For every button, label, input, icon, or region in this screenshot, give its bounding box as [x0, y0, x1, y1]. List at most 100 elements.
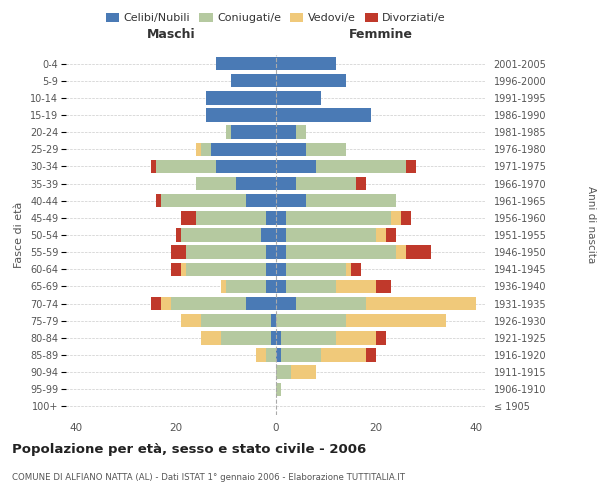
Bar [171, 262, 181, 276]
Bar [276, 348, 281, 362]
Bar [366, 348, 376, 362]
Bar [306, 194, 396, 207]
Bar [276, 382, 281, 396]
Bar [181, 211, 196, 224]
Bar [181, 314, 201, 328]
Bar [201, 142, 211, 156]
Text: COMUNE DI ALFIANO NATTA (AL) - Dati ISTAT 1° gennaio 2006 - Elaborazione TUTTITA: COMUNE DI ALFIANO NATTA (AL) - Dati ISTA… [12, 472, 405, 482]
Bar [271, 331, 276, 344]
Bar [216, 57, 276, 70]
Text: Popolazione per età, sesso e stato civile - 2006: Popolazione per età, sesso e stato civil… [12, 442, 366, 456]
Bar [286, 228, 376, 241]
Bar [266, 280, 276, 293]
Bar [276, 366, 291, 379]
Bar [376, 331, 386, 344]
Bar [376, 280, 391, 293]
Bar [286, 262, 346, 276]
Bar [276, 108, 371, 122]
Bar [281, 348, 321, 362]
Bar [276, 246, 286, 259]
Bar [196, 142, 201, 156]
Bar [266, 211, 276, 224]
Bar [286, 211, 391, 224]
Bar [296, 297, 366, 310]
Bar [276, 331, 281, 344]
Bar [246, 194, 276, 207]
Bar [201, 314, 271, 328]
Legend: Celibi/Nubili, Coniugati/e, Vedovi/e, Divorziati/e: Celibi/Nubili, Coniugati/e, Vedovi/e, Di… [101, 8, 451, 28]
Bar [351, 262, 361, 276]
Bar [336, 331, 376, 344]
Bar [346, 262, 351, 276]
Bar [201, 331, 221, 344]
Text: Anni di nascita: Anni di nascita [586, 186, 596, 264]
Bar [336, 280, 376, 293]
Y-axis label: Fasce di età: Fasce di età [14, 202, 25, 268]
Bar [221, 280, 226, 293]
Bar [266, 348, 276, 362]
Bar [296, 177, 356, 190]
Bar [186, 246, 266, 259]
Bar [276, 262, 286, 276]
Bar [171, 297, 246, 310]
Bar [276, 194, 306, 207]
Bar [366, 297, 476, 310]
Bar [266, 262, 276, 276]
Bar [216, 160, 276, 173]
Bar [406, 160, 416, 173]
Bar [246, 297, 276, 310]
Bar [276, 280, 286, 293]
Bar [396, 246, 406, 259]
Bar [291, 366, 316, 379]
Bar [156, 194, 161, 207]
Bar [206, 91, 276, 104]
Bar [186, 262, 266, 276]
Bar [156, 160, 216, 173]
Bar [356, 177, 366, 190]
Bar [276, 177, 296, 190]
Bar [306, 142, 346, 156]
Bar [321, 348, 366, 362]
Bar [151, 297, 161, 310]
Bar [196, 177, 236, 190]
Bar [171, 246, 186, 259]
Bar [286, 280, 336, 293]
Bar [276, 314, 346, 328]
Bar [391, 211, 401, 224]
Bar [276, 74, 346, 88]
Bar [206, 108, 276, 122]
Bar [226, 280, 266, 293]
Bar [276, 228, 286, 241]
Bar [376, 228, 386, 241]
Bar [346, 314, 446, 328]
Bar [401, 211, 411, 224]
Bar [231, 74, 276, 88]
Bar [276, 160, 316, 173]
Bar [276, 91, 321, 104]
Bar [161, 297, 171, 310]
Bar [256, 348, 266, 362]
Bar [316, 160, 406, 173]
Bar [181, 262, 186, 276]
Bar [276, 57, 336, 70]
Bar [281, 331, 336, 344]
Text: Femmine: Femmine [349, 28, 413, 42]
Bar [236, 177, 276, 190]
Text: Maschi: Maschi [146, 28, 196, 42]
Bar [296, 126, 306, 139]
Bar [271, 314, 276, 328]
Bar [161, 194, 246, 207]
Bar [226, 126, 231, 139]
Bar [151, 160, 156, 173]
Bar [276, 297, 296, 310]
Bar [176, 228, 181, 241]
Bar [286, 246, 396, 259]
Bar [386, 228, 396, 241]
Bar [231, 126, 276, 139]
Bar [196, 211, 266, 224]
Bar [276, 126, 296, 139]
Bar [266, 246, 276, 259]
Bar [276, 142, 306, 156]
Bar [261, 228, 276, 241]
Bar [221, 331, 271, 344]
